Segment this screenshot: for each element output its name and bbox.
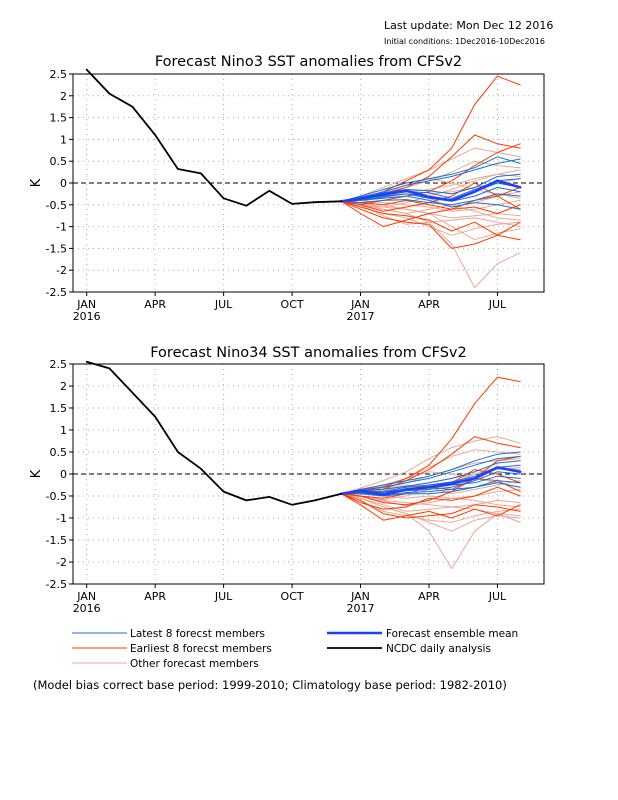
x-tick-label: OCT — [281, 590, 304, 603]
x-tick-label: JAN — [350, 590, 370, 603]
chart-panel-2: Forecast Nino34 SST anomalies from CFSv2… — [29, 345, 545, 615]
plot-frame — [72, 73, 545, 293]
y-tick-label: 2 — [60, 90, 67, 103]
legend-earliest-label: Earliest 8 forecst members — [130, 643, 272, 655]
x-tick-label: JAN — [76, 590, 96, 603]
y-tick-label: -1 — [56, 221, 67, 234]
last-update-label: Last update: Mon Dec 12 2016 — [384, 19, 554, 32]
legend-other-label: Other forecast members — [130, 658, 259, 670]
latest-member-line — [340, 451, 521, 495]
ncdc-analysis-line — [85, 68, 343, 207]
other-member-line — [340, 493, 521, 570]
y-tick-label: 2.5 — [50, 68, 68, 81]
x-tick-label: JUL — [214, 590, 233, 603]
earliest-member-line — [340, 455, 521, 506]
chart-title: Forecast Nino34 SST anomalies from CFSv2 — [150, 345, 467, 361]
y-tick-label: -2 — [56, 264, 67, 277]
ensemble-mean-line — [340, 466, 522, 497]
x-tick-label: APR — [418, 590, 440, 603]
y-tick-label: 0.5 — [50, 446, 68, 459]
earliest-member-line — [340, 376, 521, 495]
earliest-member-line — [340, 486, 521, 510]
x-tick-label: APR — [418, 298, 440, 311]
y-axis-label: K — [29, 469, 44, 478]
y-tick-label: -1.5 — [46, 534, 67, 547]
other-member-line — [340, 436, 521, 495]
y-tick-label: 1 — [60, 133, 67, 146]
x-tick-sublabel: 2016 — [73, 310, 101, 323]
y-tick-label: -0.5 — [46, 490, 67, 503]
earliest-member-line — [340, 200, 521, 241]
x-tick-label: APR — [144, 298, 166, 311]
x-tick-label: JUL — [488, 298, 507, 311]
x-tick-label: OCT — [281, 298, 304, 311]
x-tick-sublabel: 2017 — [347, 310, 375, 323]
y-tick-label: -1 — [56, 512, 67, 525]
latest-member-line — [340, 156, 521, 202]
latest-member-line — [340, 195, 521, 210]
ncdc-analysis-line — [85, 360, 343, 506]
other-member-line — [340, 493, 521, 523]
legend-ncdc-label: NCDC daily analysis — [386, 643, 491, 655]
legend: Latest 8 forecst members Earliest 8 forec… — [72, 628, 518, 670]
legend-mean-label: Forecast ensemble mean — [386, 628, 518, 640]
x-tick-label: JAN — [76, 298, 96, 311]
y-tick-label: 0 — [60, 468, 67, 481]
latest-member-line — [340, 173, 521, 202]
x-tick-label: APR — [144, 590, 166, 603]
y-tick-label: 0.5 — [50, 155, 68, 168]
x-tick-sublabel: 2016 — [73, 602, 101, 615]
latest-member-line — [340, 460, 521, 495]
y-tick-label: 0 — [60, 177, 67, 190]
other-member-line — [340, 199, 521, 212]
y-tick-label: -2.5 — [46, 578, 67, 591]
earliest-member-line — [340, 493, 521, 521]
other-member-line — [340, 200, 521, 221]
earliest-member-line — [340, 200, 521, 249]
y-tick-label: 1.5 — [50, 112, 68, 125]
latest-member-line — [340, 193, 521, 206]
y-tick-label: -2.5 — [46, 286, 67, 299]
other-member-line — [340, 493, 521, 517]
y-tick-label: 1.5 — [50, 402, 68, 415]
other-member-line — [340, 200, 521, 228]
initial-conditions-label: Initial conditions: 1Dec2016-10Dec2016 — [384, 37, 545, 46]
legend-latest-label: Latest 8 forecst members — [130, 628, 265, 640]
latest-member-line — [340, 480, 521, 497]
y-tick-label: 2 — [60, 380, 67, 393]
plot-frame — [72, 363, 545, 585]
x-tick-label: JUL — [488, 590, 507, 603]
earliest-member-line — [340, 186, 521, 210]
y-tick-label: -1.5 — [46, 242, 67, 255]
y-axis-label: K — [29, 178, 44, 187]
y-tick-label: -0.5 — [46, 199, 67, 212]
latest-member-line — [340, 482, 521, 496]
chart-panel-1: Forecast Nino3 SST anomalies from CFSv2 2… — [29, 54, 545, 323]
x-tick-label: JAN — [350, 298, 370, 311]
footnote: (Model bias correct base period: 1999-20… — [33, 678, 507, 692]
y-tick-label: -2 — [56, 556, 67, 569]
earliest-member-line — [340, 200, 521, 228]
ensemble-mean-line — [340, 179, 522, 203]
y-tick-label: 1 — [60, 424, 67, 437]
chart-title: Forecast Nino3 SST anomalies from CFSv2 — [155, 54, 462, 70]
x-tick-sublabel: 2017 — [347, 602, 375, 615]
x-tick-label: JUL — [214, 298, 233, 311]
y-tick-label: 2.5 — [50, 358, 68, 371]
